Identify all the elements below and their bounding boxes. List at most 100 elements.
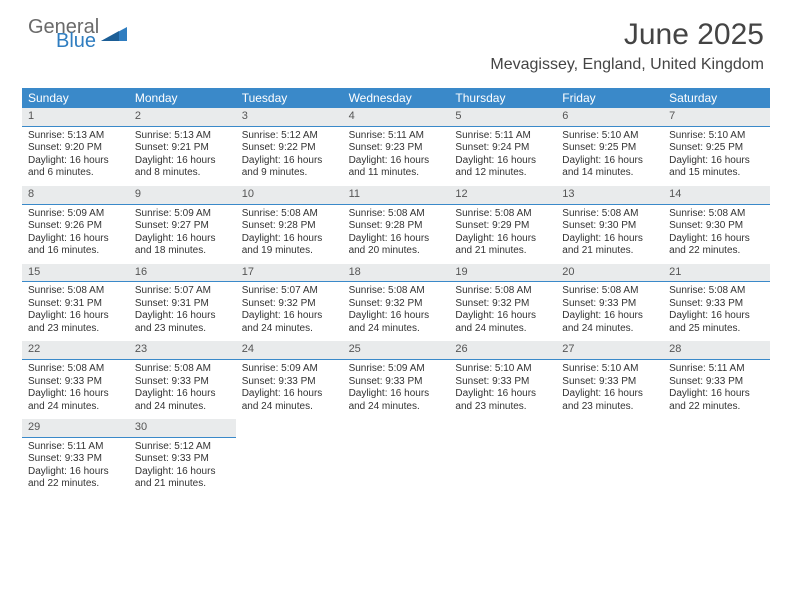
day-details: Sunrise: 5:08 AMSunset: 9:30 PMDaylight:… bbox=[663, 205, 770, 264]
week-row: 15Sunrise: 5:08 AMSunset: 9:31 PMDayligh… bbox=[22, 264, 770, 342]
brand-logo: General Blue bbox=[28, 18, 127, 50]
sunrise-text: Sunrise: 5:08 AM bbox=[28, 363, 123, 376]
day-number: 4 bbox=[343, 108, 450, 127]
sunrise-text: Sunrise: 5:11 AM bbox=[28, 441, 123, 454]
daylight-text: Daylight: 16 hours and 24 minutes. bbox=[242, 388, 337, 413]
sunset-text: Sunset: 9:28 PM bbox=[242, 220, 337, 233]
day-details: Sunrise: 5:08 AMSunset: 9:32 PMDaylight:… bbox=[449, 282, 556, 341]
sunset-text: Sunset: 9:33 PM bbox=[28, 376, 123, 389]
day-cell: 20Sunrise: 5:08 AMSunset: 9:33 PMDayligh… bbox=[556, 264, 663, 342]
day-number: 28 bbox=[663, 341, 770, 360]
day-details: Sunrise: 5:11 AMSunset: 9:33 PMDaylight:… bbox=[22, 438, 129, 497]
day-details: Sunrise: 5:13 AMSunset: 9:20 PMDaylight:… bbox=[22, 127, 129, 186]
daylight-text: Daylight: 16 hours and 24 minutes. bbox=[562, 310, 657, 335]
sunrise-text: Sunrise: 5:10 AM bbox=[562, 363, 657, 376]
sunrise-text: Sunrise: 5:08 AM bbox=[135, 363, 230, 376]
sunset-text: Sunset: 9:33 PM bbox=[455, 376, 550, 389]
day-details: Sunrise: 5:08 AMSunset: 9:33 PMDaylight:… bbox=[556, 282, 663, 341]
day-cell bbox=[556, 419, 663, 497]
day-cell: 24Sunrise: 5:09 AMSunset: 9:33 PMDayligh… bbox=[236, 341, 343, 419]
weekday-header-cell: Tuesday bbox=[236, 88, 343, 108]
day-number: 24 bbox=[236, 341, 343, 360]
sunrise-text: Sunrise: 5:11 AM bbox=[349, 130, 444, 143]
sunrise-text: Sunrise: 5:10 AM bbox=[455, 363, 550, 376]
day-cell: 11Sunrise: 5:08 AMSunset: 9:28 PMDayligh… bbox=[343, 186, 450, 264]
weekday-header-cell: Sunday bbox=[22, 88, 129, 108]
day-cell: 17 Sunrise: 5:07 AMSunset: 9:32 PMDayligh… bbox=[236, 264, 343, 342]
daylight-text: Daylight: 16 hours and 21 minutes. bbox=[135, 466, 230, 491]
sunrise-text: Sunrise: 5:12 AM bbox=[135, 441, 230, 454]
day-details: Sunrise: 5:08 AMSunset: 9:32 PMDaylight:… bbox=[343, 282, 450, 341]
day-number: 2 bbox=[129, 108, 236, 127]
weekday-header-cell: Wednesday bbox=[343, 88, 450, 108]
day-cell bbox=[236, 419, 343, 497]
sunset-text: Sunset: 9:33 PM bbox=[562, 298, 657, 311]
day-number: 23 bbox=[129, 341, 236, 360]
sunrise-text: Sunrise: 5:08 AM bbox=[455, 285, 550, 298]
day-details: Sunrise: 5:08 AMSunset: 9:28 PMDaylight:… bbox=[343, 205, 450, 264]
week-row: 8Sunrise: 5:09 AMSunset: 9:26 PMDaylight… bbox=[22, 186, 770, 264]
sunrise-text: Sunrise: 5:09 AM bbox=[28, 208, 123, 221]
sunset-text: Sunset: 9:32 PM bbox=[455, 298, 550, 311]
daylight-text: Daylight: 16 hours and 24 minutes. bbox=[349, 388, 444, 413]
day-number: 8 bbox=[22, 186, 129, 205]
sunset-text: Sunset: 9:32 PM bbox=[242, 298, 337, 311]
sunset-text: Sunset: 9:33 PM bbox=[135, 453, 230, 466]
weekday-header-row: SundayMondayTuesdayWednesdayThursdayFrid… bbox=[22, 88, 770, 108]
day-number: 15 bbox=[22, 264, 129, 283]
sunset-text: Sunset: 9:26 PM bbox=[28, 220, 123, 233]
day-number: 14 bbox=[663, 186, 770, 205]
sunrise-text: Sunrise: 5:08 AM bbox=[562, 208, 657, 221]
day-details: Sunrise: 5:08 AMSunset: 9:33 PMDaylight:… bbox=[129, 360, 236, 419]
day-cell: 28Sunrise: 5:11 AMSunset: 9:33 PMDayligh… bbox=[663, 341, 770, 419]
daylight-text: Daylight: 16 hours and 22 minutes. bbox=[28, 466, 123, 491]
day-number: 17 bbox=[236, 264, 343, 283]
daylight-text: Daylight: 16 hours and 24 minutes. bbox=[242, 310, 337, 335]
day-cell: 13Sunrise: 5:08 AMSunset: 9:30 PMDayligh… bbox=[556, 186, 663, 264]
day-cell: 15Sunrise: 5:08 AMSunset: 9:31 PMDayligh… bbox=[22, 264, 129, 342]
sunset-text: Sunset: 9:33 PM bbox=[28, 453, 123, 466]
logo-triangle-icon bbox=[101, 23, 127, 46]
day-cell: 10Sunrise: 5:08 AMSunset: 9:28 PMDayligh… bbox=[236, 186, 343, 264]
day-cell: 29Sunrise: 5:11 AMSunset: 9:33 PMDayligh… bbox=[22, 419, 129, 497]
day-details: Sunrise: 5:08 AMSunset: 9:30 PMDaylight:… bbox=[556, 205, 663, 264]
day-number: 11 bbox=[343, 186, 450, 205]
day-cell: 25Sunrise: 5:09 AMSunset: 9:33 PMDayligh… bbox=[343, 341, 450, 419]
day-number: 30 bbox=[129, 419, 236, 438]
weekday-header-cell: Saturday bbox=[663, 88, 770, 108]
daylight-text: Daylight: 16 hours and 23 minutes. bbox=[28, 310, 123, 335]
sunset-text: Sunset: 9:29 PM bbox=[455, 220, 550, 233]
daylight-text: Daylight: 16 hours and 22 minutes. bbox=[669, 388, 764, 413]
sunrise-text: Sunrise: 5:13 AM bbox=[28, 130, 123, 143]
daylight-text: Daylight: 16 hours and 21 minutes. bbox=[562, 233, 657, 258]
sunset-text: Sunset: 9:31 PM bbox=[28, 298, 123, 311]
day-cell: 21Sunrise: 5:08 AMSunset: 9:33 PMDayligh… bbox=[663, 264, 770, 342]
day-number: 5 bbox=[449, 108, 556, 127]
daylight-text: Daylight: 16 hours and 24 minutes. bbox=[349, 310, 444, 335]
sunrise-text: Sunrise: 5:13 AM bbox=[135, 130, 230, 143]
sunset-text: Sunset: 9:32 PM bbox=[349, 298, 444, 311]
sunrise-text: Sunrise: 5:10 AM bbox=[669, 130, 764, 143]
day-details: Sunrise: 5:10 AMSunset: 9:33 PMDaylight:… bbox=[556, 360, 663, 419]
sunset-text: Sunset: 9:28 PM bbox=[349, 220, 444, 233]
day-cell: 6Sunrise: 5:10 AMSunset: 9:25 PMDaylight… bbox=[556, 108, 663, 186]
day-details: Sunrise: 5:08 AMSunset: 9:33 PMDaylight:… bbox=[663, 282, 770, 341]
day-cell: 8Sunrise: 5:09 AMSunset: 9:26 PMDaylight… bbox=[22, 186, 129, 264]
day-details: Sunrise: 5:10 AMSunset: 9:25 PMDaylight:… bbox=[556, 127, 663, 186]
day-cell: 1Sunrise: 5:13 AMSunset: 9:20 PMDaylight… bbox=[22, 108, 129, 186]
day-cell: 2Sunrise: 5:13 AMSunset: 9:21 PMDaylight… bbox=[129, 108, 236, 186]
day-details: Sunrise: 5:10 AMSunset: 9:25 PMDaylight:… bbox=[663, 127, 770, 186]
day-cell: 3Sunrise: 5:12 AMSunset: 9:22 PMDaylight… bbox=[236, 108, 343, 186]
sunset-text: Sunset: 9:27 PM bbox=[135, 220, 230, 233]
day-details: Sunrise: 5:08 AMSunset: 9:31 PMDaylight:… bbox=[22, 282, 129, 341]
day-number: 21 bbox=[663, 264, 770, 283]
day-cell: 27Sunrise: 5:10 AMSunset: 9:33 PMDayligh… bbox=[556, 341, 663, 419]
day-details: Sunrise: 5:09 AMSunset: 9:26 PMDaylight:… bbox=[22, 205, 129, 264]
daylight-text: Daylight: 16 hours and 24 minutes. bbox=[28, 388, 123, 413]
sunrise-text: Sunrise: 5:07 AM bbox=[242, 285, 337, 298]
day-number: 27 bbox=[556, 341, 663, 360]
title-block: June 2025 Mevagissey, England, United Ki… bbox=[490, 18, 764, 74]
day-number: 10 bbox=[236, 186, 343, 205]
daylight-text: Daylight: 16 hours and 6 minutes. bbox=[28, 155, 123, 180]
day-cell: 19Sunrise: 5:08 AMSunset: 9:32 PMDayligh… bbox=[449, 264, 556, 342]
